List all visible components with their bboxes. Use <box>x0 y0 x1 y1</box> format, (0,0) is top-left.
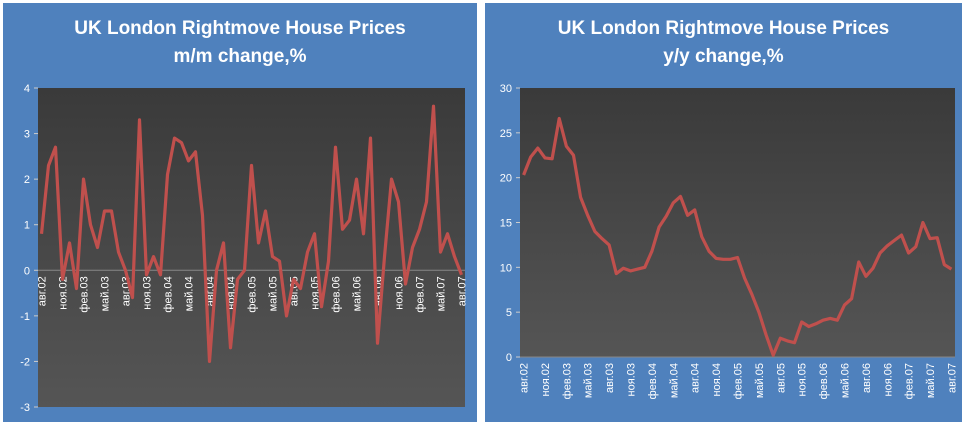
x-tick-label: май.03 <box>100 276 112 311</box>
x-tick-label: ноя.06 <box>882 363 894 396</box>
x-tick-label: фев.05 <box>247 276 259 312</box>
y-tick-label: 5 <box>506 307 512 319</box>
x-tick-label: фев.06 <box>331 276 343 312</box>
x-tick-label: май.06 <box>839 363 851 398</box>
x-tick-label: май.06 <box>352 276 364 311</box>
x-tick-label: авг.02 <box>37 276 49 306</box>
x-tick-label: фев.04 <box>647 363 659 399</box>
chart-title: UK London Rightmove House Prices <box>74 18 405 39</box>
y-tick-label: 15 <box>500 218 512 230</box>
x-tick-label: авг.02 <box>519 363 531 393</box>
y-tick-label: 2 <box>24 174 30 186</box>
x-tick-label: май.04 <box>668 363 680 398</box>
x-tick-label: авг.05 <box>775 363 787 393</box>
data-line <box>522 116 953 357</box>
y-tick-label: 0 <box>24 265 30 277</box>
chart-title: UK London Rightmove House Prices <box>558 18 889 39</box>
x-tick-label: май.05 <box>754 363 766 398</box>
x-tick-label: авг.07 <box>457 276 469 306</box>
y-tick-label: -3 <box>20 402 30 414</box>
y-tick-label: -2 <box>20 356 30 368</box>
y-tick-label: 10 <box>500 262 512 274</box>
x-tick-label: май.07 <box>925 363 937 398</box>
plot-area <box>38 88 465 407</box>
x-tick-label: ноя.03 <box>142 276 154 309</box>
chart-subtitle: y/y change,% <box>663 46 783 67</box>
y-tick-label: 20 <box>500 173 512 185</box>
y-tick-label: 0 <box>506 352 512 364</box>
x-tick-label: май.04 <box>184 276 196 311</box>
x-tick-label: фев.03 <box>561 363 573 399</box>
x-tick-label: ноя.03 <box>626 363 638 396</box>
data-line <box>39 104 463 363</box>
plot-area <box>520 88 955 357</box>
y-tick-label: 25 <box>500 128 512 140</box>
chart-subtitle: m/m change,% <box>173 46 306 67</box>
y-tick-label: 4 <box>24 83 30 95</box>
x-tick-label: ноя.02 <box>58 276 70 309</box>
x-tick-label: авг.04 <box>690 363 702 393</box>
x-tick-label: май.07 <box>436 276 448 311</box>
x-tick-label: фев.04 <box>163 276 175 312</box>
x-tick-label: фев.06 <box>818 363 830 399</box>
x-tick-label: ноя.06 <box>394 276 406 309</box>
y-tick-label: 3 <box>24 129 30 141</box>
x-tick-label: фев.07 <box>415 276 427 312</box>
x-tick-label: авг.07 <box>946 363 958 393</box>
y-tick-label: 30 <box>500 83 512 95</box>
x-tick-label: ноя.04 <box>711 363 723 396</box>
y-tick-label: -1 <box>20 311 30 323</box>
y-tick-label: 1 <box>24 220 30 232</box>
x-tick-label: авг.03 <box>604 363 616 393</box>
x-tick-label: ноя.05 <box>797 363 809 396</box>
x-tick-label: фев.05 <box>733 363 745 399</box>
x-tick-label: фев.03 <box>79 276 91 312</box>
x-tick-label: май.05 <box>268 276 280 311</box>
x-tick-label: фев.07 <box>904 363 916 399</box>
x-tick-label: май.03 <box>583 363 595 398</box>
x-tick-label: ноя.02 <box>540 363 552 396</box>
x-tick-label: авг.06 <box>861 363 873 393</box>
